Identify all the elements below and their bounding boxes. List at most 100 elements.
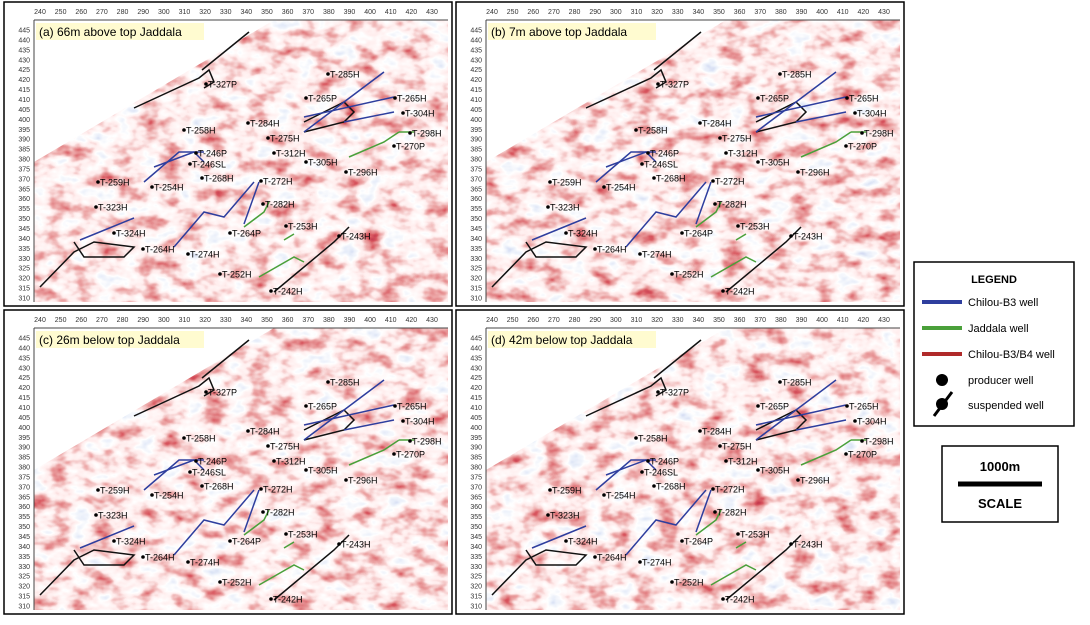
- x-axis-label: 370: [754, 9, 766, 16]
- y-axis-label: 310: [470, 604, 482, 611]
- y-axis-label: 435: [18, 47, 30, 54]
- well-label: T-264H: [597, 245, 627, 255]
- x-axis-label: 270: [96, 9, 108, 16]
- y-axis-label: 330: [18, 564, 30, 571]
- well-trajectory: [201, 339, 250, 379]
- y-axis-label: 410: [470, 405, 482, 412]
- y-axis-label: 315: [18, 594, 30, 601]
- well-dot: [796, 478, 800, 482]
- well-dot: [272, 459, 276, 463]
- well-label: T-254H: [154, 491, 184, 501]
- map-panel: 240 250 260 270 280 290 300 310 320 330 340 350 360 3…: [455, 309, 905, 615]
- y-axis-label: 350: [470, 524, 482, 531]
- well-trajectory: [303, 409, 356, 441]
- well-label: T-253H: [740, 530, 770, 540]
- y-axis-label: 435: [470, 47, 482, 54]
- legend-label: Chilou-B3 well: [968, 297, 1038, 309]
- well-dot: [789, 542, 793, 546]
- well-label: T-324H: [116, 229, 146, 239]
- well-trajectory: [755, 379, 837, 441]
- well-trajectory: [710, 256, 757, 278]
- y-axis-label: 385: [18, 455, 30, 462]
- well-label: T-305H: [760, 466, 790, 476]
- well-dot: [652, 484, 656, 488]
- x-axis-label: 370: [754, 317, 766, 324]
- x-axis-label: 410: [837, 9, 849, 16]
- well-dot: [94, 205, 98, 209]
- map-panel: 240 250 260 270 280 290 300 310 320 330 340 350 360 3…: [455, 1, 905, 307]
- y-axis-label: 425: [470, 67, 482, 74]
- y-axis-label: 380: [470, 157, 482, 164]
- y-axis-label: 335: [18, 246, 30, 253]
- well-dot: [218, 272, 222, 276]
- legend-label: Jaddala well: [968, 323, 1029, 335]
- well-trajectory: [133, 376, 215, 417]
- well-dot: [259, 487, 263, 491]
- well-label: T-272H: [715, 485, 745, 495]
- well-dot: [845, 404, 849, 408]
- well-dot: [96, 488, 100, 492]
- well-dot: [141, 555, 145, 559]
- panel-title-box: [488, 23, 656, 40]
- x-axis-label: 330: [672, 9, 684, 16]
- well-label: T-270P: [848, 142, 877, 152]
- y-axis-label: 370: [18, 176, 30, 183]
- well-trajectory: [243, 509, 270, 536]
- panel-title: (b) 7m above top Jaddala: [491, 25, 627, 39]
- well-trajectory: [243, 489, 260, 533]
- well-dot: [96, 180, 100, 184]
- y-axis-label: 395: [18, 127, 30, 134]
- well-trajectory: [695, 201, 722, 228]
- x-axis-label: 250: [55, 9, 67, 16]
- y-axis-label: 445: [18, 28, 30, 35]
- well-trajectory: [795, 419, 847, 431]
- scale-distance: 1000m: [980, 459, 1020, 474]
- y-axis-label: 440: [470, 37, 482, 44]
- well-label: T-274H: [190, 250, 220, 260]
- y-axis-label: 405: [18, 107, 30, 114]
- well-trajectory: [695, 181, 712, 225]
- y-axis-label: 445: [18, 336, 30, 343]
- well-label: T-246P: [198, 149, 227, 159]
- y-axis-label: 360: [18, 196, 30, 203]
- well-dot: [186, 252, 190, 256]
- well-dot: [789, 234, 793, 238]
- well-trajectory: [303, 96, 395, 118]
- x-axis-label: 330: [672, 317, 684, 324]
- well-dot: [261, 510, 265, 514]
- well-trajectory: [531, 525, 587, 549]
- well-dot: [392, 452, 396, 456]
- scale-bar: 1000m SCALE: [941, 445, 1059, 523]
- well-dot: [401, 419, 405, 423]
- x-axis-label: 240: [486, 317, 498, 324]
- x-axis-label: 350: [261, 9, 273, 16]
- well-trajectory: [735, 233, 747, 241]
- well-label: T-282H: [265, 508, 295, 518]
- well-label: T-296H: [348, 168, 378, 178]
- well-dot: [194, 459, 198, 463]
- y-axis-label: 440: [470, 345, 482, 352]
- y-axis-label: 350: [18, 524, 30, 531]
- x-axis-label: 330: [220, 317, 232, 324]
- well-label: T-312H: [728, 457, 758, 467]
- well-label: T-284H: [250, 427, 280, 437]
- well-dot: [853, 111, 857, 115]
- x-axis-label: 260: [527, 317, 539, 324]
- x-axis-label: 430: [878, 9, 890, 16]
- well-label: T-265P: [308, 94, 337, 104]
- y-axis-label: 415: [18, 87, 30, 94]
- well-dot: [546, 205, 550, 209]
- y-axis-label: 395: [470, 435, 482, 442]
- y-axis-label: 310: [18, 604, 30, 611]
- y-axis-label: 355: [470, 206, 482, 213]
- well-dot: [756, 404, 760, 408]
- well-label: T-304H: [857, 417, 887, 427]
- well-dot: [698, 429, 702, 433]
- x-axis-label: 280: [117, 9, 129, 16]
- well-dot: [200, 484, 204, 488]
- well-label: T-264H: [597, 553, 627, 563]
- x-axis-label: 420: [406, 9, 418, 16]
- y-axis-label: 435: [18, 355, 30, 362]
- y-axis-label: 340: [470, 544, 482, 551]
- x-axis-label: 240: [34, 9, 46, 16]
